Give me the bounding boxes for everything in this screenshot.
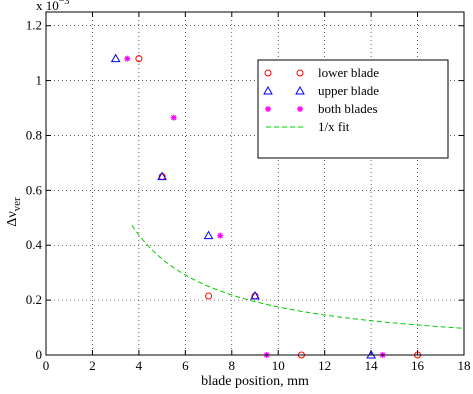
fit-curve-line: [131, 224, 465, 329]
x-tick-label: 18: [458, 358, 471, 373]
legend-label-upper-blade: upper blade: [318, 83, 379, 98]
point-upper-blade: [203, 230, 214, 240]
x-tick-label: 8: [229, 358, 236, 373]
x-tick-label: 6: [182, 358, 189, 373]
point-both-blades: [170, 114, 177, 121]
legend-marker-lower-blade: [264, 69, 272, 77]
y-tick-label: 0: [36, 347, 43, 362]
y-tick-label: 1.2: [26, 18, 42, 33]
point-upper-blade: [250, 290, 260, 300]
point-both-blades: [124, 55, 131, 62]
point-lower-blade: [135, 55, 143, 63]
legend-marker-lower-blade: [296, 69, 304, 77]
y-axis-ticks: 0 0.2 0.4 0.6 0.8 1 1.2: [26, 18, 464, 362]
x-tick-label: 14: [365, 358, 379, 373]
legend-marker-upper-blade: [263, 85, 273, 95]
legend-label-lower-blade: lower blade: [318, 65, 379, 80]
legend-marker-both-blades: [297, 106, 303, 112]
point-both-blades: [217, 232, 224, 239]
point-upper-blade: [157, 171, 167, 181]
x-tick-label: 16: [411, 358, 425, 373]
legend-marker-both-blades: [265, 106, 271, 112]
y-tick-label: 0.6: [26, 182, 43, 197]
fit-curve-group: [131, 224, 465, 329]
x-axis-ticks: 0 2 4 6 8 10 12 14 16 18: [43, 12, 471, 373]
point-upper-blade: [110, 53, 121, 63]
x-tick-label: 0: [43, 358, 50, 373]
y-tick-label: 0.2: [26, 292, 42, 307]
point-lower-blade: [205, 292, 213, 300]
legend-label-both-blades: both blades: [318, 101, 378, 116]
x-tick-label: 10: [272, 358, 285, 373]
y-tick-label: 1: [36, 73, 43, 88]
x-tick-label: 12: [318, 358, 331, 373]
legend-label-1-x-fit: 1/x fit: [318, 119, 350, 134]
legend: lower blade upper blade both blades 1/x fit: [257, 59, 449, 159]
y-axis-title: Δνver: [5, 197, 23, 227]
y-exponent-label: x 10−3: [36, 0, 69, 13]
x-tick-label: 2: [89, 358, 96, 373]
plot-frame: [45, 11, 465, 356]
y-tick-label: 0.8: [26, 127, 42, 142]
y-tick-label: 0.4: [26, 237, 43, 252]
x-tick-label: 4: [136, 358, 143, 373]
x-axis-title: blade position, mm: [201, 374, 309, 389]
legend-marker-upper-blade: [295, 85, 305, 95]
legend-box: [257, 59, 449, 159]
